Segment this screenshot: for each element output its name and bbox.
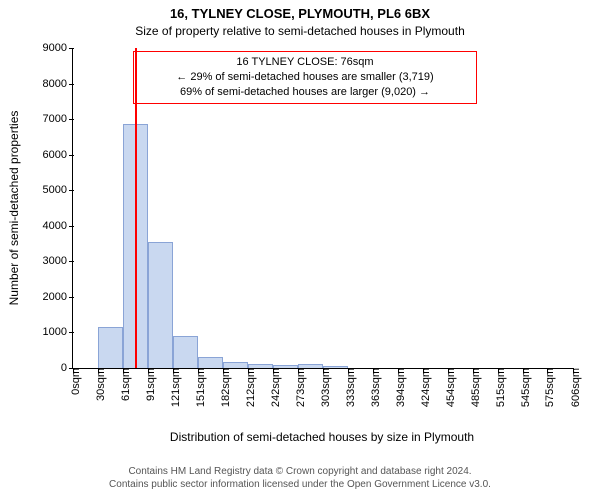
histogram-bar: [98, 327, 124, 368]
x-tick-label: 121sqm: [164, 368, 182, 407]
x-tick-label: 273sqm: [289, 368, 307, 407]
y-tick-label: 3000: [43, 255, 73, 267]
x-tick-label: 545sqm: [514, 368, 532, 407]
chart-subtitle: Size of property relative to semi-detach…: [0, 24, 600, 38]
histogram-bar: [248, 364, 273, 368]
y-tick-label: 5000: [43, 184, 73, 196]
x-tick-label: 61sqm: [114, 368, 132, 401]
footer-attribution: Contains HM Land Registry data © Crown c…: [0, 466, 600, 491]
x-tick-label: 91sqm: [139, 368, 157, 401]
y-tick-label: 9000: [43, 42, 73, 54]
y-tick-label: 4000: [43, 220, 73, 232]
chart-title: 16, TYLNEY CLOSE, PLYMOUTH, PL6 6BX: [0, 6, 600, 21]
x-tick-label: 394sqm: [389, 368, 407, 407]
legend-box: 16 TYLNEY CLOSE: 76sqm ← 29% of semi-det…: [133, 51, 477, 104]
x-tick-label: 182sqm: [214, 368, 232, 407]
footer-line: Contains HM Land Registry data © Crown c…: [0, 466, 600, 479]
x-tick-label: 454sqm: [439, 368, 457, 407]
reference-marker-line: [135, 48, 137, 368]
y-tick-label: 6000: [43, 149, 73, 161]
y-tick-label: 8000: [43, 78, 73, 90]
y-tick-label: 1000: [43, 326, 73, 338]
x-tick-label: 151sqm: [189, 368, 207, 407]
histogram-bar: [273, 365, 299, 368]
chart-container: 16, TYLNEY CLOSE, PLYMOUTH, PL6 6BX Size…: [0, 0, 600, 500]
legend-line: ← 29% of semi-detached houses are smalle…: [140, 70, 470, 85]
plot-area: 16 TYLNEY CLOSE: 76sqm ← 29% of semi-det…: [72, 48, 573, 369]
y-tick-label: 7000: [43, 113, 73, 125]
y-axis-label: Number of semi-detached properties: [7, 111, 21, 306]
x-tick-label: 575sqm: [538, 368, 556, 407]
histogram-bar: [148, 242, 173, 368]
x-tick-label: 0sqm: [64, 368, 82, 395]
x-axis-label: Distribution of semi-detached houses by …: [72, 430, 572, 444]
histogram-bar: [198, 357, 224, 368]
y-tick-label: 2000: [43, 291, 73, 303]
x-tick-label: 606sqm: [564, 368, 582, 407]
x-tick-label: 515sqm: [489, 368, 507, 407]
x-tick-label: 333sqm: [339, 368, 357, 407]
x-tick-label: 363sqm: [364, 368, 382, 407]
x-tick-label: 424sqm: [414, 368, 432, 407]
histogram-bar: [173, 336, 198, 368]
x-tick-label: 212sqm: [239, 368, 257, 407]
footer-line: Contains public sector information licen…: [0, 479, 600, 492]
histogram-bar: [223, 362, 248, 368]
x-tick-label: 485sqm: [464, 368, 482, 407]
x-tick-label: 242sqm: [264, 368, 282, 407]
histogram-bar: [323, 366, 348, 368]
histogram-bar: [298, 364, 323, 368]
legend-line: 69% of semi-detached houses are larger (…: [140, 85, 470, 100]
legend-line: 16 TYLNEY CLOSE: 76sqm: [140, 55, 470, 70]
x-tick-label: 303sqm: [314, 368, 332, 407]
x-tick-label: 30sqm: [89, 368, 107, 401]
